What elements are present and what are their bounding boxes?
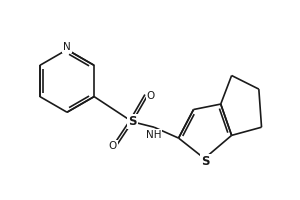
Text: S: S — [202, 155, 210, 168]
Text: N: N — [63, 42, 71, 52]
Text: O: O — [146, 91, 155, 101]
Text: S: S — [128, 115, 136, 128]
Text: NH: NH — [146, 130, 162, 140]
Text: O: O — [109, 141, 117, 151]
